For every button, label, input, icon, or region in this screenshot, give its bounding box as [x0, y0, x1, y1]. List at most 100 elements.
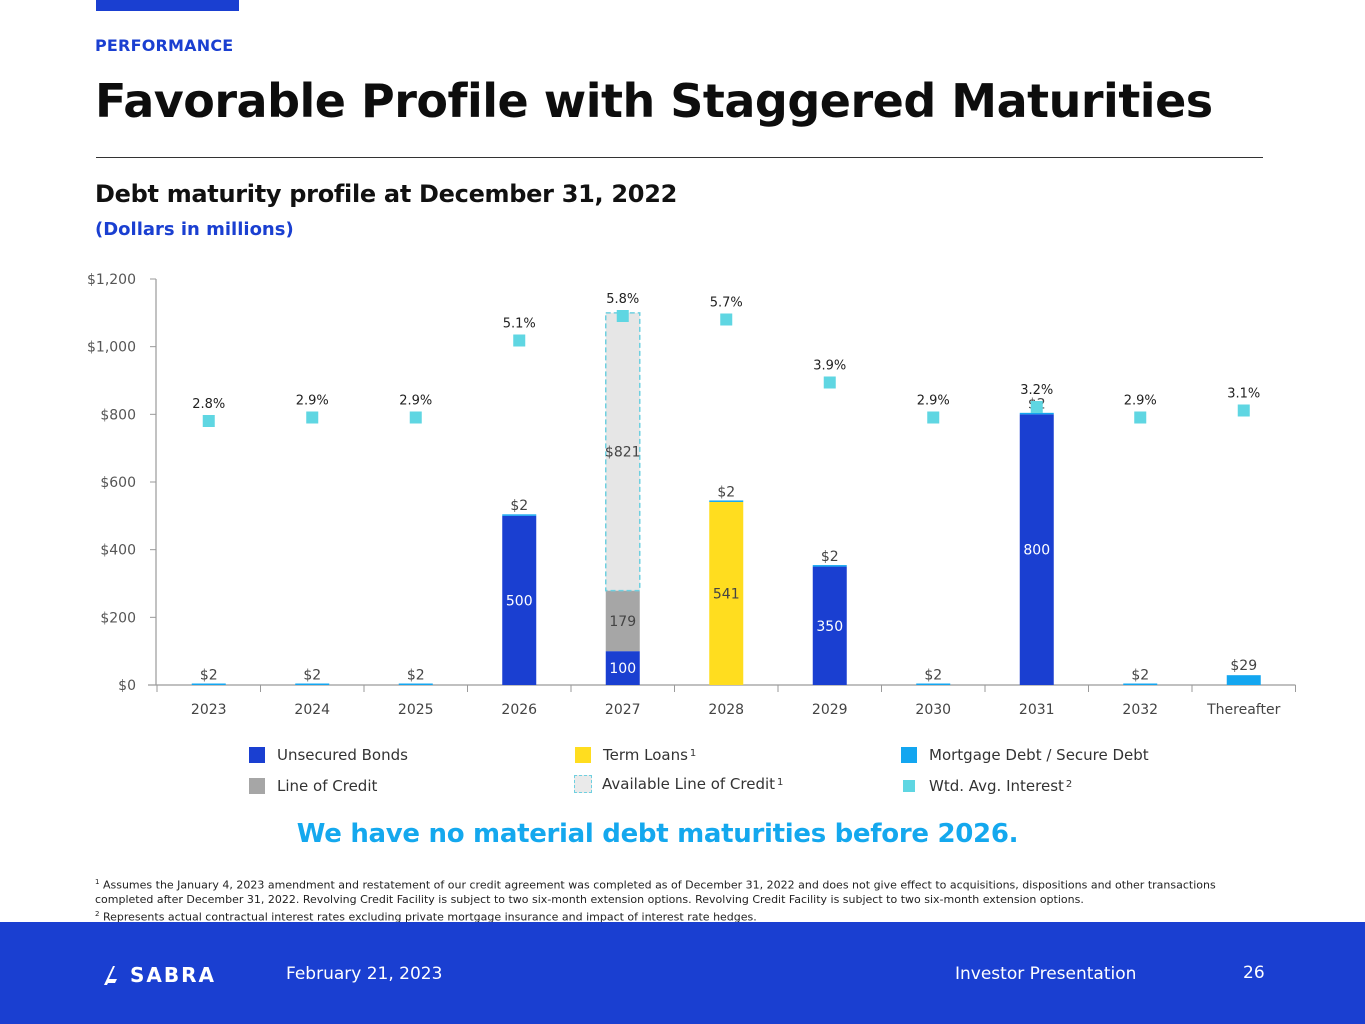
data-label-mortgage-debt-secure-debt-2028: $2 — [717, 484, 735, 500]
x-tick-label-2025: 2025 — [398, 702, 434, 718]
bar-mortgage-debt-secure-debt-thereafter — [1226, 675, 1261, 685]
interest-label-2027: 5.8% — [606, 292, 639, 307]
bar-mortgage-debt-secure-debt-2029 — [812, 565, 847, 567]
debt-maturity-chart: $0 $200 $400 $600 $800 $1,000 $1,200 2023 2024 20… — [87, 272, 1296, 718]
legend-footnote-marker: 2 — [1065, 778, 1073, 790]
interest-label-2028: 5.7% — [710, 296, 743, 311]
y-tick-label: $600 — [100, 475, 136, 491]
chart-subtitle: (Dollars in millions) — [95, 219, 294, 240]
bar-unsecured-bonds-2026 — [502, 515, 537, 685]
legend-swatch-wtd-avg-interest — [903, 780, 915, 792]
legend-swatch-term-loans — [575, 747, 591, 763]
interest-label-2025: 2.9% — [399, 394, 432, 409]
footnote-1: 1 Assumes the January 4, 2023 amendment … — [95, 875, 1265, 907]
interest-label-2023: 2.8% — [192, 397, 225, 412]
bar-mortgage-debt-secure-debt-2031 — [1019, 412, 1054, 415]
x-tick-label-2031: 2031 — [1019, 702, 1055, 718]
interest-label-thereafter: 3.1% — [1227, 387, 1260, 402]
legend-swatch-available-line-of-credit — [574, 775, 592, 793]
legend-item-unsecured-bonds: Unsecured Bonds — [249, 746, 408, 764]
legend-label-unsecured-bonds: Unsecured Bonds — [277, 746, 408, 764]
interest-label-2026: 5.1% — [503, 317, 536, 332]
y-tick-label: $800 — [100, 407, 136, 423]
legend-footnote-marker: 1 — [689, 747, 697, 759]
y-tick-label: $400 — [100, 543, 136, 559]
y-tick-label: $1,200 — [87, 272, 136, 288]
footnote-text: Represents actual contractual interest r… — [102, 910, 757, 924]
section-label: PERFORMANCE — [95, 36, 234, 55]
takeaway-statement: We have no material debt maturities befo… — [296, 819, 1019, 849]
bar-mortgage-debt-secure-debt-2030 — [916, 683, 951, 685]
interest-marker-2023 — [202, 415, 215, 427]
title-divider — [96, 157, 1263, 158]
bar-mortgage-debt-secure-debt-2028 — [709, 500, 744, 502]
page-title: Favorable Profile with Staggered Maturit… — [95, 74, 1213, 128]
x-tick-label-2024: 2024 — [294, 702, 330, 718]
legend-footnote-marker: 1 — [777, 776, 784, 788]
interest-label-2032: 2.9% — [1124, 394, 1157, 409]
footnote-marker: 1 — [95, 878, 100, 886]
legend-label-line-of-credit: Line of Credit — [277, 777, 378, 795]
footnote-text: Assumes the January 4, 2023 amendment an… — [95, 878, 1216, 906]
data-label-available-line-of-credit-2027: $821 — [605, 445, 641, 461]
data-label-line-of-credit-2027: 179 — [609, 614, 636, 630]
y-tick-label: $200 — [100, 610, 136, 626]
company-logo: SABRA — [102, 963, 216, 987]
data-label-unsecured-bonds-2027: 100 — [609, 661, 636, 677]
footnote-marker: 2 — [95, 909, 100, 918]
x-tick-label-2026: 2026 — [501, 702, 537, 718]
x-tick-label-2032: 2032 — [1122, 702, 1158, 718]
bar-mortgage-debt-secure-debt-2024 — [295, 683, 330, 685]
bar-available-line-of-credit-2027 — [605, 312, 641, 592]
interest-marker-2032 — [1134, 411, 1147, 424]
legend-swatch-line-of-credit — [249, 778, 265, 794]
data-label-mortgage-debt-secure-debt-thereafter: $29 — [1230, 658, 1257, 674]
bar-mortgage-debt-secure-debt-2023 — [191, 683, 226, 685]
interest-marker-2028 — [720, 313, 733, 326]
bar-mortgage-debt-secure-debt-2026 — [502, 514, 537, 516]
data-label-mortgage-debt-secure-debt-2025: $2 — [407, 667, 425, 683]
data-label-unsecured-bonds-2029: 350 — [816, 619, 843, 635]
legend-item-mortgage-debt: Mortgage Debt / Secure Debt — [901, 746, 1149, 764]
bar-line-of-credit-2027 — [605, 590, 640, 652]
data-label-mortgage-debt-secure-debt-2030: $2 — [924, 667, 942, 683]
x-tick-label-2027: 2027 — [605, 702, 641, 718]
interest-marker-thereafter — [1237, 404, 1250, 417]
chart-title: Debt maturity profile at December 31, 20… — [95, 180, 677, 208]
x-tick-label-2023: 2023 — [191, 702, 227, 718]
y-tick-label: $1,000 — [87, 340, 136, 356]
data-label-unsecured-bonds-2026: 500 — [506, 593, 533, 609]
footer-deck-name: Investor Presentation — [955, 964, 1137, 984]
y-tick-label: $0 — [118, 678, 136, 694]
interest-marker-2026 — [513, 334, 526, 347]
legend-label-available-line-of-credit: Available Line of Credit — [602, 775, 776, 793]
bar-unsecured-bonds-2027 — [605, 651, 640, 685]
x-tick-label-2028: 2028 — [708, 702, 744, 718]
interest-label-2024: 2.9% — [296, 394, 329, 409]
bar-mortgage-debt-secure-debt-2025 — [398, 683, 433, 685]
legend-item-wtd-avg-interest: Wtd. Avg. Interest 2 — [901, 777, 1072, 795]
bar-unsecured-bonds-2029 — [812, 566, 847, 685]
logo-text: SABRA — [130, 963, 217, 987]
interest-marker-2024 — [306, 411, 319, 424]
legend-item-available-line-of-credit: Available Line of Credit 1 — [574, 775, 783, 793]
footnote-2: 2 Represents actual contractual interest… — [95, 907, 1265, 925]
interest-label-2030: 2.9% — [917, 394, 950, 409]
bar-term-loans-2028 — [709, 501, 744, 685]
legend-label-term-loans: Term Loans — [603, 746, 688, 764]
interest-marker-2027 — [616, 310, 629, 322]
page-number: 26 — [1243, 963, 1265, 983]
logo-mark-icon — [104, 966, 117, 985]
data-label-mortgage-debt-secure-debt-2029: $2 — [821, 549, 839, 565]
data-label-mortgage-debt-secure-debt-2026: $2 — [510, 498, 528, 514]
data-label-mortgage-debt-secure-debt-2024: $2 — [303, 667, 321, 683]
data-label-term-loans-2028: 541 — [713, 586, 740, 602]
data-label-mortgage-debt-secure-debt-2032: $2 — [1131, 667, 1149, 683]
legend-swatch-unsecured-bonds — [249, 747, 265, 763]
data-label-mortgage-debt-secure-debt-2023: $2 — [200, 667, 218, 683]
interest-marker-2030 — [927, 411, 940, 424]
x-tick-label-thereafter: Thereafter — [1206, 702, 1280, 718]
legend-item-line-of-credit: Line of Credit — [249, 777, 377, 795]
x-tick-label-2029: 2029 — [812, 702, 848, 718]
interest-label-2031: 3.2% — [1020, 383, 1053, 398]
